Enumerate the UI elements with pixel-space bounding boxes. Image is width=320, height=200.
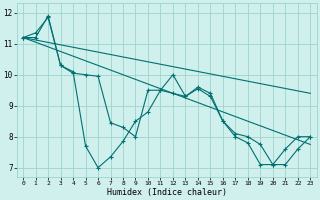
X-axis label: Humidex (Indice chaleur): Humidex (Indice chaleur)	[107, 188, 227, 197]
